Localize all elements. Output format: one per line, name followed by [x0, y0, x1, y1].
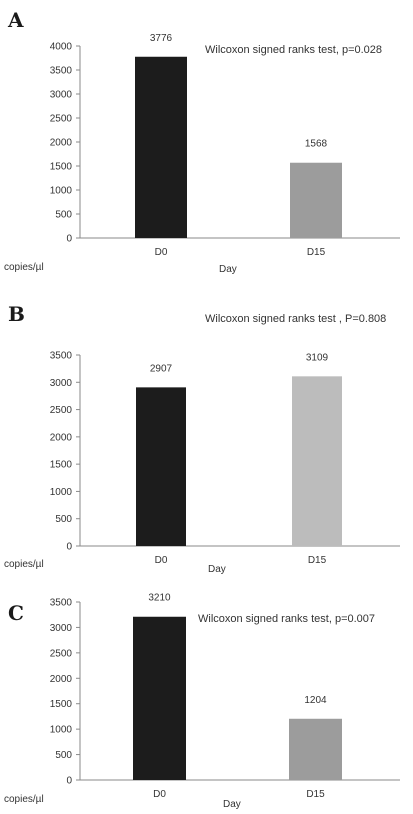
- data-label-c-d15: 1204: [304, 695, 327, 706]
- bar-a-d0: [135, 56, 187, 238]
- y-tick-label-b: 1500: [50, 460, 73, 471]
- panel-label-c: C: [8, 601, 24, 625]
- y-tick-label-b: 1000: [50, 487, 73, 498]
- category-label-c-d15: D15: [306, 789, 325, 800]
- category-label-b-d15: D15: [308, 555, 327, 566]
- data-label-b-d0: 2907: [150, 363, 173, 374]
- y-tick-label-a: 2000: [50, 138, 73, 149]
- y-tick-label-c: 0: [66, 776, 72, 787]
- y-tick-label-a: 4000: [50, 42, 73, 53]
- data-label-b-d15: 3109: [306, 352, 329, 363]
- panel-label-b: B: [8, 302, 25, 326]
- y-tick-label-c: 500: [55, 750, 72, 761]
- y-tick-label-c: 3000: [50, 623, 73, 634]
- y-tick-label-a: 0: [66, 234, 72, 245]
- y-tick-label-c: 3500: [50, 598, 73, 609]
- category-label-b-d0: D0: [155, 555, 168, 566]
- category-label-c-d0: D0: [153, 789, 166, 800]
- annotation-a: Wilcoxon signed ranks test, p=0.028: [205, 44, 382, 56]
- panel-b: B Wilcoxon signed ranks test , P=0.808 c…: [4, 302, 400, 575]
- category-label-a-d15: D15: [307, 247, 326, 258]
- y-tick-label-b: 3000: [50, 378, 73, 389]
- y-tick-label-a: 1500: [50, 162, 73, 173]
- panel-c: C Wilcoxon signed ranks test, p=0.007 co…: [4, 593, 400, 810]
- data-label-a-d15: 1568: [305, 139, 328, 150]
- y-axis-title-a: copies/µl: [4, 262, 44, 273]
- annotation-b: Wilcoxon signed ranks test , P=0.808: [205, 313, 386, 325]
- bar-c-d15: [289, 718, 342, 780]
- annotation-c: Wilcoxon signed ranks test, p=0.007: [198, 613, 375, 625]
- x-axis-title-b: Day: [208, 564, 226, 575]
- data-label-c-d0: 3210: [148, 593, 171, 604]
- y-tick-label-c: 2500: [50, 648, 73, 659]
- panel-label-a: A: [7, 8, 24, 32]
- y-tick-label-a: 500: [55, 210, 72, 221]
- y-tick-label-b: 500: [55, 514, 72, 525]
- bar-a-d15: [290, 162, 342, 238]
- y-tick-label-c: 1500: [50, 699, 73, 710]
- bar-b-d0: [136, 387, 186, 546]
- y-tick-label-a: 1000: [50, 186, 73, 197]
- y-tick-label-a: 3000: [50, 90, 73, 101]
- bar-c-d0: [133, 616, 186, 780]
- category-label-a-d0: D0: [155, 247, 168, 258]
- x-axis-title-c: Day: [223, 799, 241, 810]
- data-label-a-d0: 3776: [150, 33, 173, 44]
- y-tick-label-c: 1000: [50, 725, 73, 736]
- y-tick-label-b: 0: [66, 542, 72, 553]
- y-tick-label-b: 2500: [50, 405, 73, 416]
- y-tick-label-a: 3500: [50, 66, 73, 77]
- y-tick-label-a: 2500: [50, 114, 73, 125]
- y-axis-title-c: copies/µl: [4, 794, 44, 805]
- bar-b-d15: [292, 376, 342, 546]
- panel-a: A Wilcoxon signed ranks test, p=0.028 co…: [4, 8, 400, 275]
- y-tick-label-b: 2000: [50, 432, 73, 443]
- y-tick-label-c: 2000: [50, 674, 73, 685]
- y-axis-title-b: copies/µl: [4, 559, 44, 570]
- y-tick-label-b: 3500: [50, 351, 73, 362]
- x-axis-title-a: Day: [219, 264, 237, 275]
